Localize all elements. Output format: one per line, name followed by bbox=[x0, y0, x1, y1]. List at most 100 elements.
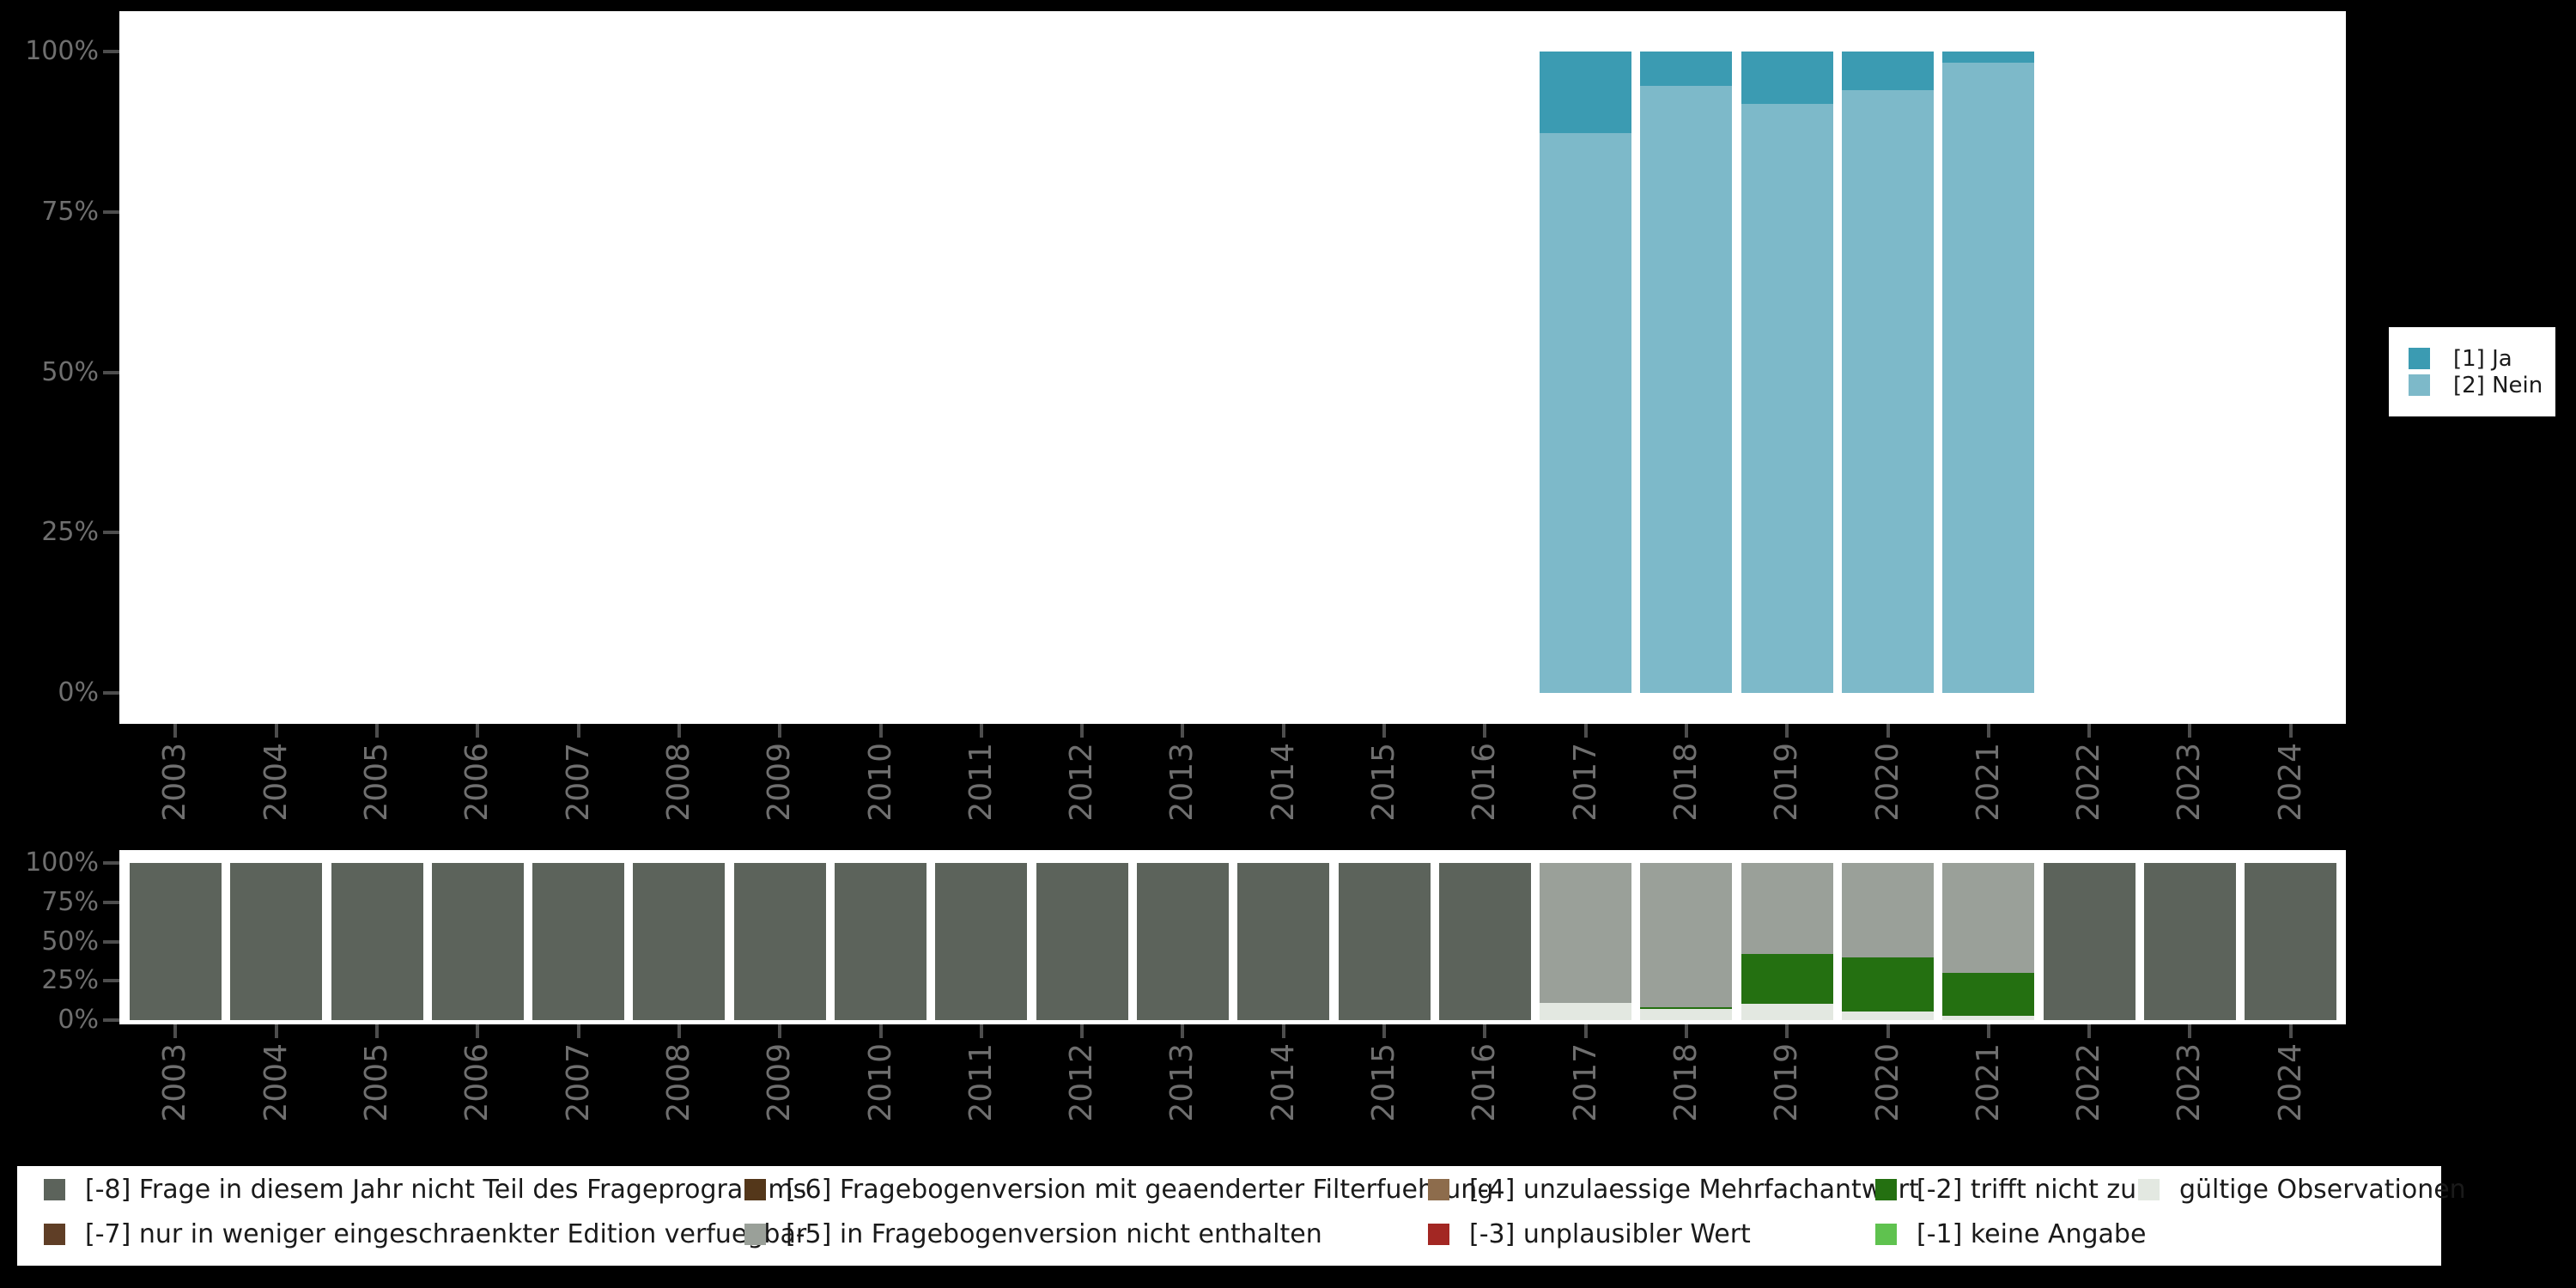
x-axis-tick bbox=[1181, 1024, 1185, 1038]
x-axis-tick bbox=[173, 1024, 178, 1038]
x-axis-tick bbox=[1382, 724, 1386, 738]
legend-swatch bbox=[1428, 1224, 1449, 1245]
bar-segment-2019 bbox=[1741, 863, 1833, 955]
y-axis-tick bbox=[103, 900, 119, 904]
x-axis-tick bbox=[476, 724, 480, 738]
bar-segment-2011 bbox=[935, 863, 1028, 1020]
x-axis-tick bbox=[1483, 1024, 1487, 1038]
legend-item: [-6] Fragebogenversion mit geaenderter F… bbox=[744, 1176, 1493, 1205]
x-axis-year-label: 2016 bbox=[1467, 1043, 1503, 1122]
bar-segment-2010 bbox=[835, 863, 927, 1020]
bar-segment-2022 bbox=[2043, 863, 2136, 1020]
answers-chart-panel bbox=[119, 11, 2346, 724]
bar-segment-2019 bbox=[1741, 1003, 1833, 1020]
bar-segment-2024 bbox=[2245, 863, 2337, 1020]
legend-swatch bbox=[44, 1179, 65, 1200]
legend-swatch bbox=[1428, 1179, 1449, 1200]
legend-item: [-1] keine Angabe bbox=[1875, 1219, 2562, 1249]
bar-segment-2005 bbox=[331, 863, 423, 1020]
legend-swatch bbox=[1875, 1224, 1897, 1245]
bar-segment-2021 bbox=[1942, 973, 2035, 1017]
legend-label: [-4] unzulaessige Mehrfachantwort bbox=[1469, 1175, 1919, 1205]
x-axis-year-label: 2003 bbox=[157, 1043, 193, 1122]
x-axis-tick bbox=[2087, 1024, 2092, 1038]
x-axis-year-label: 2009 bbox=[762, 743, 798, 822]
legend-item: [-5] in Fragebogenversion nicht enthalte… bbox=[744, 1219, 1431, 1249]
x-axis-tick bbox=[878, 1024, 883, 1038]
x-axis-tick bbox=[1785, 1024, 1789, 1038]
legend-item: [-3] unplausibler Wert bbox=[1428, 1220, 2115, 1249]
x-axis-year-label: 2015 bbox=[1366, 743, 1401, 822]
y-axis-tick bbox=[103, 979, 119, 983]
bar-segment-2006 bbox=[431, 863, 524, 1020]
bar-segment-2018 bbox=[1640, 1007, 1733, 1009]
x-axis-tick bbox=[1281, 1024, 1285, 1038]
x-axis-year-label: 2016 bbox=[1467, 743, 1503, 822]
x-axis-year-label: 2018 bbox=[1668, 1043, 1704, 1122]
x-axis-tick bbox=[1181, 724, 1185, 738]
legend-item: [-7] nur in weniger eingeschraenkter Edi… bbox=[44, 1220, 806, 1249]
legend-item: [2] Nein bbox=[2389, 373, 2555, 398]
x-axis-tick bbox=[1281, 724, 1285, 738]
bar-segment-2019 bbox=[1741, 104, 1833, 693]
bar-segment-2021 bbox=[1942, 1016, 2035, 1020]
x-axis-tick bbox=[1886, 1024, 1890, 1038]
bar-segment-2020 bbox=[1842, 1011, 1934, 1020]
x-axis-year-label: 2024 bbox=[2272, 743, 2308, 822]
x-axis-year-label: 2021 bbox=[1970, 1043, 2006, 1122]
x-axis-year-label: 2004 bbox=[258, 1043, 294, 1122]
x-axis-tick bbox=[979, 1024, 983, 1038]
y-axis-tick bbox=[103, 691, 119, 695]
bar-segment-2012 bbox=[1036, 863, 1128, 1020]
x-axis-tick bbox=[2188, 724, 2192, 738]
bar-segment-2014 bbox=[1237, 863, 1330, 1020]
x-axis-year-label: 2022 bbox=[2071, 1043, 2107, 1122]
y-axis-percent-label: 0% bbox=[58, 1005, 99, 1035]
x-axis-year-label: 2011 bbox=[963, 743, 999, 822]
x-axis-tick bbox=[979, 724, 983, 738]
x-axis-tick bbox=[677, 724, 681, 738]
x-axis-tick bbox=[576, 1024, 580, 1038]
x-axis-tick bbox=[778, 1024, 782, 1038]
bar-segment-2019 bbox=[1741, 52, 1833, 105]
bar-segment-2013 bbox=[1136, 863, 1229, 1020]
y-axis-percent-label: 0% bbox=[58, 677, 99, 708]
x-axis-tick bbox=[274, 1024, 278, 1038]
y-axis-tick bbox=[103, 210, 119, 214]
x-axis-year-label: 2014 bbox=[1265, 1043, 1301, 1122]
bar-segment-2021 bbox=[1942, 863, 2035, 974]
x-axis-year-label: 2006 bbox=[459, 1043, 495, 1122]
legend-swatch bbox=[2138, 1179, 2160, 1200]
legend-item: [-4] unzulaessige Mehrfachantwort bbox=[1428, 1175, 2115, 1205]
legend-label: [-5] in Fragebogenversion nicht enthalte… bbox=[786, 1219, 1322, 1249]
x-axis-year-label: 2014 bbox=[1265, 743, 1301, 822]
y-axis-percent-label: 50% bbox=[41, 356, 99, 387]
x-axis-year-label: 2004 bbox=[258, 743, 294, 822]
x-axis-year-label: 2012 bbox=[1064, 743, 1100, 822]
legend-item: [-8] Frage in diesem Jahr nicht Teil des… bbox=[44, 1176, 806, 1205]
x-axis-year-label: 2003 bbox=[157, 743, 193, 822]
x-axis-tick bbox=[1986, 1024, 1990, 1038]
legend-swatch bbox=[1875, 1179, 1897, 1200]
x-axis-year-label: 2013 bbox=[1164, 743, 1200, 822]
legend-label: [-8] Frage in diesem Jahr nicht Teil des… bbox=[85, 1175, 807, 1205]
x-axis-tick bbox=[576, 724, 580, 738]
bar-segment-2017 bbox=[1540, 1002, 1632, 1020]
y-axis-tick bbox=[103, 861, 119, 865]
bar-segment-2017 bbox=[1540, 132, 1632, 693]
x-axis-tick bbox=[778, 724, 782, 738]
x-axis-year-label: 2008 bbox=[660, 1043, 696, 1122]
x-axis-year-label: 2010 bbox=[862, 1043, 898, 1122]
legend-label: [-6] Fragebogenversion mit geaenderter F… bbox=[786, 1175, 1494, 1205]
bar-segment-2021 bbox=[1942, 63, 2035, 693]
bar-segment-2018 bbox=[1640, 52, 1733, 86]
x-axis-year-label: 2019 bbox=[1769, 743, 1805, 822]
x-axis-year-label: 2007 bbox=[560, 743, 596, 822]
legend-swatch bbox=[744, 1224, 766, 1245]
missings-chart-panel bbox=[119, 850, 2346, 1024]
legend-label: [-1] keine Angabe bbox=[1917, 1219, 2147, 1249]
legend-swatch bbox=[744, 1179, 766, 1200]
x-axis-tick bbox=[1886, 724, 1890, 738]
bar-segment-2020 bbox=[1842, 52, 1934, 90]
legend-item: gültige Observationen bbox=[2138, 1176, 2576, 1205]
